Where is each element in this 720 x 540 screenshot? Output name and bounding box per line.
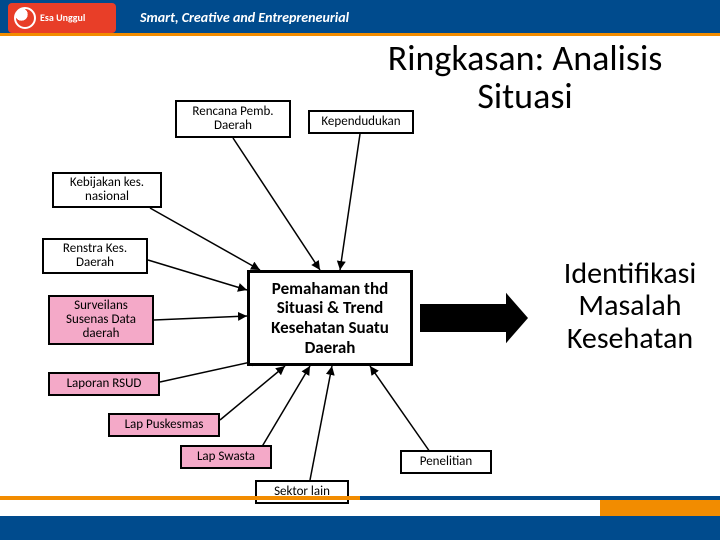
node-renstra: Renstra Kes. Daerah [42, 238, 148, 274]
logo-icon [14, 7, 36, 29]
logo-badge: Esa Unggul [8, 3, 116, 33]
node-rsud: Laporan RSUD [48, 372, 160, 396]
node-sektor: Sektor lain [255, 480, 349, 504]
tagline: Smart, Creative and Entrepreneurial [140, 9, 349, 26]
slide: Esa Unggul Smart, Creative and Entrepren… [0, 0, 720, 540]
node-kependudukan: Kependudukan [308, 110, 414, 134]
center-node: Pemahaman thd Situasi & Trend Kesehatan … [247, 270, 413, 366]
node-penelitian: Penelitian [400, 450, 492, 474]
node-surveilans: Surveilans Susenas Data daerah [48, 295, 154, 345]
node-puskesmas: Lap Puskesmas [108, 413, 220, 437]
node-swasta: Lap Swasta [180, 445, 272, 469]
output-label: Identifikasi Masalah Kesehatan [535, 258, 720, 355]
node-rencana: Rencana Pemb. Daerah [175, 100, 291, 138]
node-kebijakan: Kebijakan kes. nasional [52, 172, 162, 208]
center-node-label: Pemahaman thd Situasi & Trend Kesehatan … [256, 279, 404, 357]
footer-chip [600, 500, 720, 516]
logo-text: Esa Unggul [40, 13, 85, 23]
footer-blue [0, 516, 720, 540]
slide-title: Ringkasan: Analisis Situasi [345, 40, 705, 116]
